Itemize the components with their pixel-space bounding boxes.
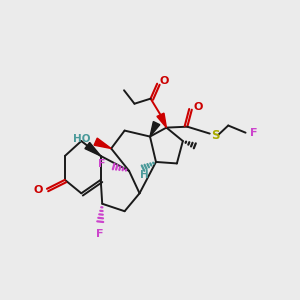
Text: O: O: [160, 76, 169, 86]
Text: O: O: [34, 185, 43, 195]
Polygon shape: [150, 122, 160, 136]
Polygon shape: [85, 142, 101, 156]
Text: O: O: [194, 102, 203, 112]
Text: F: F: [96, 229, 103, 239]
Polygon shape: [94, 138, 111, 148]
Text: F: F: [98, 159, 106, 169]
Text: H: H: [140, 170, 149, 180]
Text: F: F: [250, 128, 257, 138]
Text: HO: HO: [73, 134, 90, 144]
Polygon shape: [157, 113, 166, 127]
Text: S: S: [212, 129, 220, 142]
